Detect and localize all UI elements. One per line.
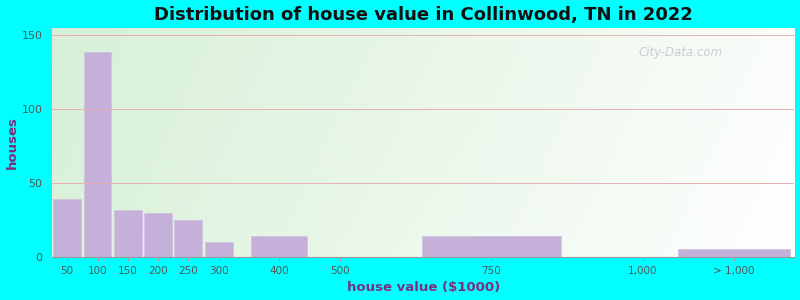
Bar [54, 199, 81, 257]
Bar [83, 52, 111, 257]
Bar [205, 242, 233, 257]
Y-axis label: houses: houses [6, 116, 18, 169]
Bar [114, 210, 142, 257]
Bar [678, 250, 790, 257]
Bar [174, 220, 202, 257]
Bar [422, 236, 561, 257]
Text: City-Data.com: City-Data.com [638, 46, 722, 59]
X-axis label: house value ($1000): house value ($1000) [346, 281, 500, 294]
Title: Distribution of house value in Collinwood, TN in 2022: Distribution of house value in Collinwoo… [154, 6, 693, 24]
Bar [251, 236, 307, 257]
Bar [144, 212, 172, 257]
